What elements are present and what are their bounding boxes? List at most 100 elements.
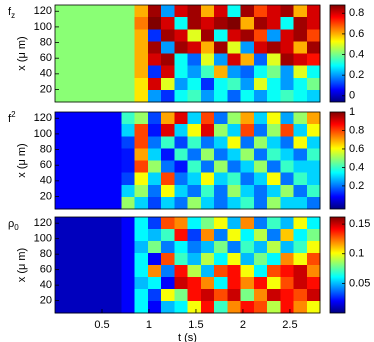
heatmap-cell	[280, 124, 294, 137]
panel-label: ρ0	[8, 218, 19, 232]
heatmap-cell	[240, 124, 255, 137]
heatmap-cell	[306, 184, 321, 198]
heatmap-cell	[227, 77, 241, 91]
heatmap-cell	[174, 65, 188, 79]
heatmap-cell	[306, 301, 321, 314]
heatmap-cell	[306, 41, 321, 54]
heatmap-cell	[293, 196, 308, 210]
heatmap-cell	[200, 29, 215, 42]
heatmap-cell	[68, 41, 82, 54]
heatmap-cell	[253, 17, 268, 30]
heatmap-cell	[94, 77, 109, 91]
heatmap-cell	[174, 29, 188, 42]
heatmap-cell	[81, 184, 96, 198]
heatmap-cell	[214, 53, 228, 67]
heatmap-cell	[161, 89, 175, 103]
heatmap-cell	[280, 217, 294, 230]
heatmap-cell	[267, 77, 281, 91]
heatmap-cell	[134, 301, 149, 314]
heatmap-cell	[214, 172, 228, 186]
heatmap-cell	[280, 265, 294, 278]
heatmap-cell	[94, 89, 109, 103]
heatmap-cell	[68, 196, 82, 210]
heatmap-cell	[55, 77, 69, 91]
heatmap-cell	[293, 277, 308, 290]
heatmap-cell	[253, 112, 268, 125]
heatmap-cell	[214, 65, 228, 79]
heatmap-cell	[121, 148, 135, 161]
heatmap-cell	[147, 53, 162, 67]
heatmap-cell	[280, 229, 294, 242]
heatmap-cell	[55, 65, 69, 79]
heatmap-cell	[94, 41, 109, 54]
heatmap-cell	[187, 17, 202, 30]
heatmap-cell	[55, 172, 69, 186]
heatmap-cell	[147, 184, 162, 198]
heatmap-cell	[68, 184, 82, 198]
heatmap-cell	[94, 53, 109, 67]
heatmap-cell	[68, 229, 82, 242]
heatmap-cell	[68, 65, 82, 79]
heatmap-cell	[121, 241, 135, 254]
heatmap-cell	[253, 124, 268, 137]
heatmap-cell	[253, 301, 268, 314]
y-tick-label: 60	[40, 159, 52, 171]
heatmap-cell	[227, 172, 241, 186]
heatmap-cell	[68, 17, 82, 30]
heatmap-cell	[68, 124, 82, 137]
heatmap-cell	[240, 253, 255, 266]
heatmap-cell	[147, 160, 162, 174]
heatmap-cell	[134, 217, 149, 230]
heatmap-cell	[174, 53, 188, 67]
heatmap-cell	[187, 29, 202, 42]
heatmap-cell	[147, 172, 162, 186]
heatmap-cell	[253, 241, 268, 254]
heatmap-cell	[267, 289, 281, 302]
x-tick-label: 1	[146, 319, 152, 331]
heatmap-cell	[227, 17, 241, 30]
heatmap-cell	[187, 196, 202, 210]
heatmap-cell	[121, 89, 135, 103]
heatmap-cell	[121, 53, 135, 67]
y-axis-label: x (μ m)	[16, 36, 28, 70]
heatmap-cell	[68, 89, 82, 103]
heatmap-cell	[240, 229, 255, 242]
heatmap-cell	[240, 196, 255, 210]
heatmap-cell	[240, 112, 255, 125]
heatmap-cell	[293, 53, 308, 67]
heatmap-cell	[306, 217, 321, 230]
heatmap-cell	[240, 160, 255, 174]
heatmap-cell	[134, 184, 149, 198]
heatmap-cell	[306, 241, 321, 254]
heatmap-cell	[306, 17, 321, 30]
heatmap-cell	[174, 253, 188, 266]
heatmap-cell	[227, 253, 241, 266]
heatmap-cell	[55, 160, 69, 174]
heatmap-cell	[227, 184, 241, 198]
heatmap-cell	[174, 184, 188, 198]
heatmap-cell	[267, 124, 281, 137]
heatmap-cell	[253, 136, 268, 149]
heatmap-cell	[267, 41, 281, 54]
heatmap-cell	[121, 29, 135, 42]
heatmap-cell	[174, 41, 188, 54]
heatmap-cell	[94, 29, 109, 42]
heatmap-cell	[293, 229, 308, 242]
heatmap-cell	[108, 77, 122, 91]
heatmap-cell	[280, 184, 294, 198]
heatmap-cell	[240, 65, 255, 79]
heatmap-cell	[200, 41, 215, 54]
heatmap-cell	[306, 172, 321, 186]
heatmap-cell	[134, 112, 149, 125]
heatmap-cell	[293, 241, 308, 254]
heatmap-cell	[214, 289, 228, 302]
heatmap-cell	[147, 277, 162, 290]
heatmap-cell	[240, 29, 255, 42]
heatmap-cell	[187, 265, 202, 278]
heatmap-cell	[253, 289, 268, 302]
heatmap-cell	[174, 229, 188, 242]
heatmap-cell	[280, 29, 294, 42]
heatmap-cell	[121, 196, 135, 210]
heatmap-cell	[214, 253, 228, 266]
heatmap-cell	[161, 148, 175, 161]
